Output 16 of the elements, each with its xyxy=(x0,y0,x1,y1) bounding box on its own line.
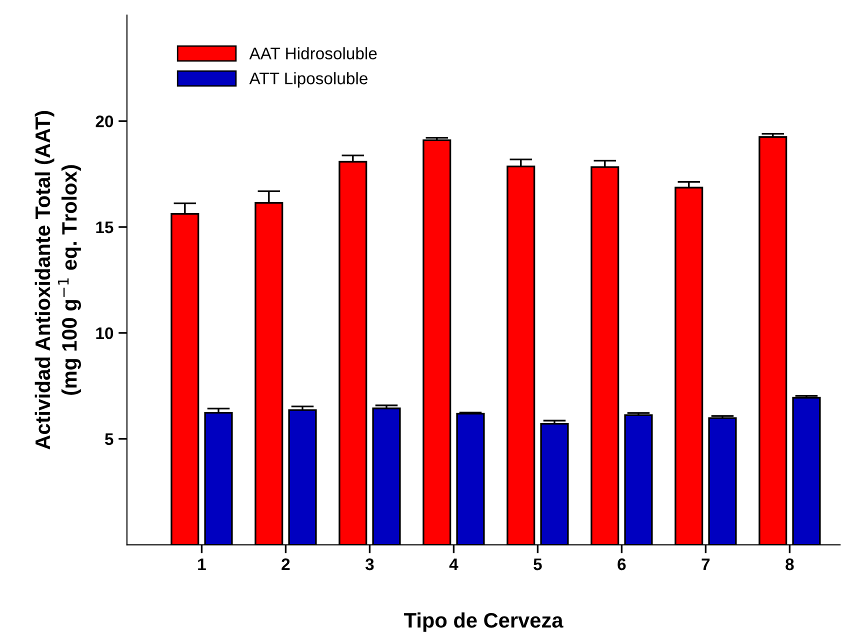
x-tick-label: 2 xyxy=(282,558,290,570)
y-tick-label: 15 xyxy=(96,222,114,234)
x-tick-label: 7 xyxy=(702,558,710,570)
y-tick-label: 10 xyxy=(96,327,114,340)
x-tick-label: 1 xyxy=(198,558,206,570)
x-tick-label: 3 xyxy=(365,558,374,570)
x-tick-label: 5 xyxy=(534,558,542,570)
x-axis-title: Tipo de Cerveza xyxy=(404,612,564,632)
y-tick-label: 5 xyxy=(105,433,114,446)
legend-label: ATT Liposoluble xyxy=(249,72,368,88)
x-tick-label: 4 xyxy=(449,558,458,570)
y-tick-label: 20 xyxy=(96,115,114,128)
y-axis-title: Actividad Antioxidante Total (AAT) (mg 100 g$^{−1}$ eq. Trolox) xyxy=(34,111,82,450)
legend-label: AAT Hidrosoluble xyxy=(249,47,377,60)
x-tick-label: 8 xyxy=(786,558,794,570)
x-tick-label: 6 xyxy=(618,558,626,570)
